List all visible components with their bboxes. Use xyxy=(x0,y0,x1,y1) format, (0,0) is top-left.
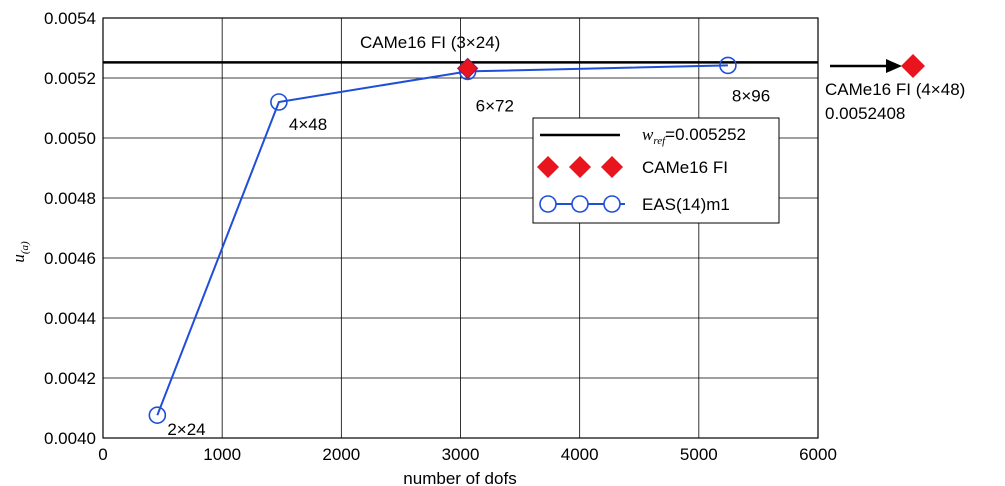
x-axis-label: number of dofs xyxy=(403,469,516,486)
y-tick-label: 0.0050 xyxy=(44,129,96,148)
came-point xyxy=(456,57,479,80)
legend-ref-sub: ref xyxy=(653,135,667,147)
plot-frame xyxy=(102,17,819,439)
eas-series-line xyxy=(156,64,728,416)
x-tick-label: 6000 xyxy=(799,445,837,464)
legend-ref-value: =0.005252 xyxy=(665,125,746,144)
y-tick-label: 0.0040 xyxy=(44,429,96,448)
y-tick-label: 0.0046 xyxy=(44,249,96,268)
y-tick-label: 0.0054 xyxy=(44,9,96,28)
point-label: 8×96 xyxy=(732,86,770,105)
point-label: 6×72 xyxy=(476,96,514,115)
outside-annotation-value: 0.0052408 xyxy=(825,104,905,123)
y-tick-label: 0.0044 xyxy=(44,309,96,328)
legend-ref-label: wref=0.005252 xyxy=(642,125,746,147)
point-label: 2×24 xyxy=(167,420,205,439)
y-axis-label-main: u xyxy=(9,254,28,263)
eas-point xyxy=(719,56,737,75)
x-tick-label: 3000 xyxy=(442,445,480,464)
legend: wref=0.005252 CAMe16 FI EAS(14)m1 xyxy=(532,117,780,224)
legend-eas-label: EAS(14)m1 xyxy=(642,195,730,214)
y-axis-label: u(a) xyxy=(9,241,31,263)
legend-ref-var: w xyxy=(642,125,654,144)
outside-diamond-marker xyxy=(901,54,925,78)
legend-came-label: CAMe16 FI xyxy=(642,158,728,177)
legend-eas-circle-2 xyxy=(571,195,589,213)
legend-came-diamond-1 xyxy=(537,156,559,178)
grid xyxy=(102,17,819,439)
x-tick-label: 4000 xyxy=(561,445,599,464)
eas-point xyxy=(270,93,288,111)
point-label: 4×48 xyxy=(289,115,327,134)
point-labels: 2×24 4×48 6×72 8×96 xyxy=(167,86,770,439)
came-series-markers xyxy=(456,57,479,80)
legend-came-diamond-3 xyxy=(601,156,623,178)
outside-annotation: CAMe16 FI (4×48) 0.0052408 xyxy=(825,54,965,123)
y-tick-label: 0.0048 xyxy=(44,189,96,208)
x-tick-label: 0 xyxy=(98,445,107,464)
legend-came-diamond-2 xyxy=(569,156,591,178)
outside-annotation-label: CAMe16 FI (4×48) xyxy=(825,80,965,99)
axis-ticks: 0 1000 2000 3000 4000 5000 6000 0.0040 0.0042 0.0… xyxy=(44,9,837,464)
outside-arrow-head xyxy=(886,59,902,73)
inside-annotation: CAMe16 FI (3×24) xyxy=(360,33,500,52)
y-tick-label: 0.0052 xyxy=(44,69,96,88)
eas-point xyxy=(148,406,167,425)
y-tick-label: 0.0042 xyxy=(44,369,96,388)
legend-eas-circle-3 xyxy=(603,195,621,213)
x-tick-label: 5000 xyxy=(680,445,718,464)
eas-series-markers xyxy=(148,56,737,425)
x-tick-label: 1000 xyxy=(203,445,241,464)
legend-eas-circle-1 xyxy=(539,195,557,213)
x-tick-label: 2000 xyxy=(322,445,360,464)
y-axis-label-sub: (a) xyxy=(19,241,31,254)
